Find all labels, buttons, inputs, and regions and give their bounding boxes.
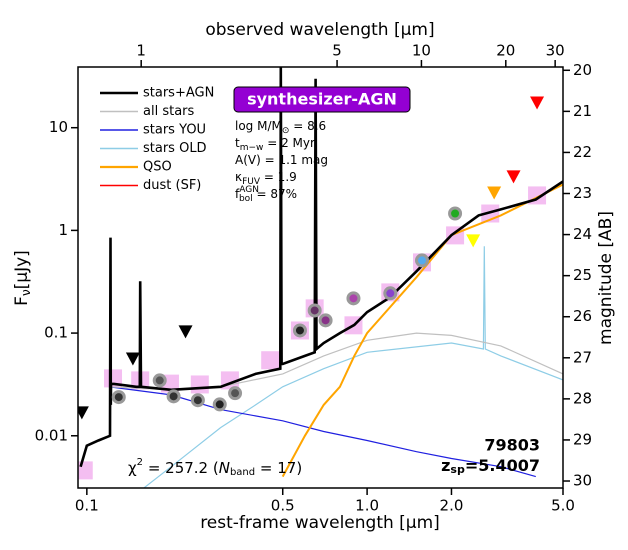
y-tick-label: 10 — [49, 118, 68, 136]
y2-tick-label: 30 — [573, 472, 592, 490]
param: fAGN bol = 87% — [235, 185, 297, 204]
y2-tick-label: 21 — [573, 102, 592, 120]
legend-label: stars OLD — [143, 141, 207, 156]
object-id: 79803 — [484, 436, 540, 455]
plot-area — [78, 67, 563, 488]
x2-axis-label: observed wavelength [μm] — [205, 20, 434, 40]
y2-tick-label: 29 — [573, 430, 592, 448]
x2-tick-label: 30 — [546, 42, 565, 60]
legend-label: stars YOU — [143, 123, 206, 138]
observed-point — [448, 206, 463, 221]
x-tick-label: 0.5 — [271, 497, 295, 515]
chi2: χ2 = 257.2 (Nband = 17) — [128, 457, 302, 478]
observed-point — [212, 397, 227, 412]
y-tick-label: 0.1 — [44, 324, 68, 342]
x2-tick-label: 10 — [412, 42, 431, 60]
model-photometry — [261, 351, 280, 370]
observed-point — [190, 393, 205, 408]
y2-tick-label: 27 — [573, 348, 592, 366]
y-tick-label: 0.01 — [35, 426, 68, 444]
badge: synthesizer-AGN — [247, 90, 397, 109]
x-tick-label: 5.0 — [551, 497, 575, 515]
sed-line — [79, 67, 563, 468]
upper-limit — [78, 406, 89, 420]
legend-label: all stars — [143, 104, 195, 119]
observed-point — [415, 253, 430, 268]
frame — [77, 66, 564, 489]
param: log M/M⊙ = 8.6 — [235, 119, 326, 136]
upper-limit — [178, 325, 193, 339]
x2-tick-label: 20 — [496, 42, 515, 60]
param: A(V) = 1.1 mag — [235, 153, 328, 167]
sed-line — [142, 246, 563, 488]
observed-point — [383, 286, 398, 301]
legend-label: QSO — [143, 160, 172, 175]
sed-line — [281, 183, 563, 478]
legend-label: stars+AGN — [143, 86, 214, 101]
model-photometry — [190, 375, 209, 394]
y2-tick-label: 22 — [573, 143, 592, 161]
param: tm−w = 2 Myr — [235, 136, 315, 153]
y2-tick-label: 20 — [573, 61, 592, 79]
y-axis-label: Fν[μJy] — [12, 250, 33, 306]
x2-tick-label: 1 — [136, 42, 146, 60]
x-axis-label: rest-frame wavelength [μm] — [200, 513, 440, 533]
y-tick-label: 1 — [58, 221, 68, 239]
upper-limit — [125, 352, 140, 366]
y2-tick-label: 28 — [573, 389, 592, 407]
observed-point — [111, 390, 126, 405]
observed-point — [166, 389, 181, 404]
y2-tick-label: 25 — [573, 266, 592, 284]
x2-tick-label: 5 — [332, 42, 342, 60]
observed-point — [292, 323, 307, 338]
model-photometry — [104, 369, 123, 388]
param: κFUV = 1.9 — [235, 170, 297, 187]
x-tick-label: 1.0 — [355, 497, 379, 515]
y2-tick-label: 23 — [573, 184, 592, 202]
y2-tick-label: 26 — [573, 307, 592, 325]
x-tick-label: 2.0 — [440, 497, 464, 515]
badge-box — [233, 86, 411, 113]
redshift: zsp=5.4007 — [441, 456, 540, 477]
legend-label: dust (SF) — [143, 178, 201, 193]
upper-limit — [466, 234, 481, 248]
y2-axis-label: magnitude [AB] — [596, 211, 616, 345]
upper-limit — [506, 170, 521, 184]
observed-point — [152, 373, 167, 388]
observed-point — [228, 386, 243, 401]
y2-tick-label: 24 — [573, 225, 592, 243]
observed-point — [346, 291, 361, 306]
observed-point — [318, 313, 333, 328]
x-tick-label: 0.1 — [75, 497, 99, 515]
upper-limit — [530, 96, 545, 110]
observed-point — [307, 303, 322, 318]
upper-limit — [487, 186, 502, 200]
